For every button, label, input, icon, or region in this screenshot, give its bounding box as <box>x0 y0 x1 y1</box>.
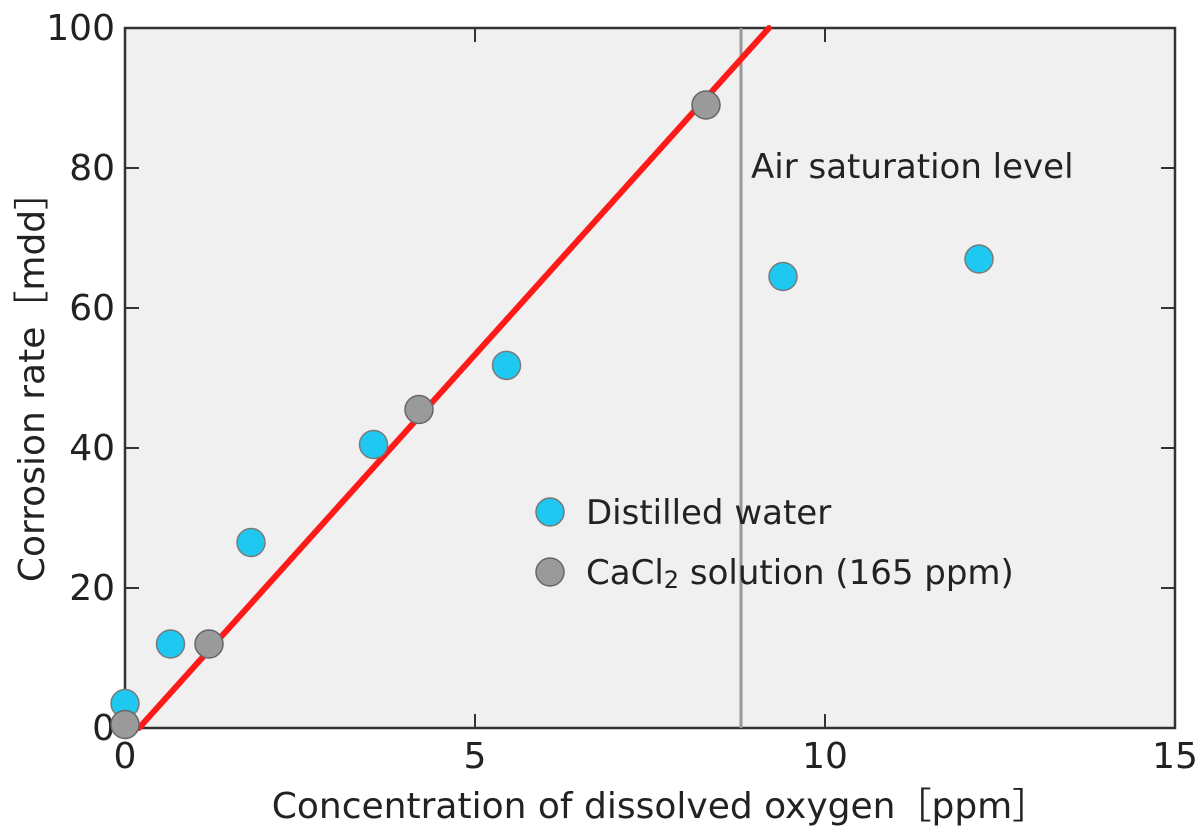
legend-marker-distilled-water <box>535 497 565 527</box>
y-tick-label-60: 60 <box>69 288 115 329</box>
cacl2-point-1 <box>194 629 224 659</box>
y-tick-label-0: 0 <box>92 708 115 749</box>
distilled-water-point-6 <box>964 244 994 274</box>
x-tick-label-5: 5 <box>464 736 487 777</box>
x-axis-title: Concentration of dissolved oxygen［ppm］ <box>272 786 1049 827</box>
distilled-water-point-5 <box>768 261 798 292</box>
fit-line <box>136 25 772 731</box>
legend-label-distilled-water: Distilled water <box>586 493 831 533</box>
distilled-water-point-4 <box>491 350 522 381</box>
x-tick-label-15: 15 <box>1152 736 1198 777</box>
legend-label-cacl2: CaCl2 solution (165 ppm) <box>586 553 1014 594</box>
y-tick-label-80: 80 <box>69 148 115 189</box>
distilled-water-point-3 <box>358 429 389 460</box>
legend-label-cacl2-sub: 2 <box>664 566 679 594</box>
legend-label-cacl2-suffix: solution (165 ppm) <box>679 553 1014 593</box>
distilled-water-point-1 <box>155 629 186 659</box>
axis-tick-labels: 0 5 10 15 0 20 40 60 80 100 <box>46 8 1198 777</box>
cacl2-point-0 <box>110 709 140 740</box>
y-tick-label-40: 40 <box>69 428 115 469</box>
x-tick-label-0: 0 <box>114 736 137 777</box>
y-tick-label-20: 20 <box>69 568 115 609</box>
cacl2-point-3 <box>691 90 721 120</box>
plot-area <box>123 26 1177 730</box>
y-tick-label-100: 100 <box>46 8 115 49</box>
legend-marker-cacl2 <box>535 557 565 587</box>
cacl2-point-2 <box>404 394 434 425</box>
data-points <box>110 90 994 740</box>
distilled-water-point-2 <box>236 527 266 558</box>
air-saturation-label: Air saturation level <box>751 147 1074 187</box>
y-axis-title: Corrosion rate［mdd］ <box>12 174 53 582</box>
axis-ticks <box>124 27 1176 729</box>
legend: Distilled water CaCl2 solution (165 ppm) <box>535 493 1014 594</box>
x-tick-label-10: 10 <box>802 736 848 777</box>
legend-label-cacl2-prefix: CaCl <box>586 553 664 593</box>
